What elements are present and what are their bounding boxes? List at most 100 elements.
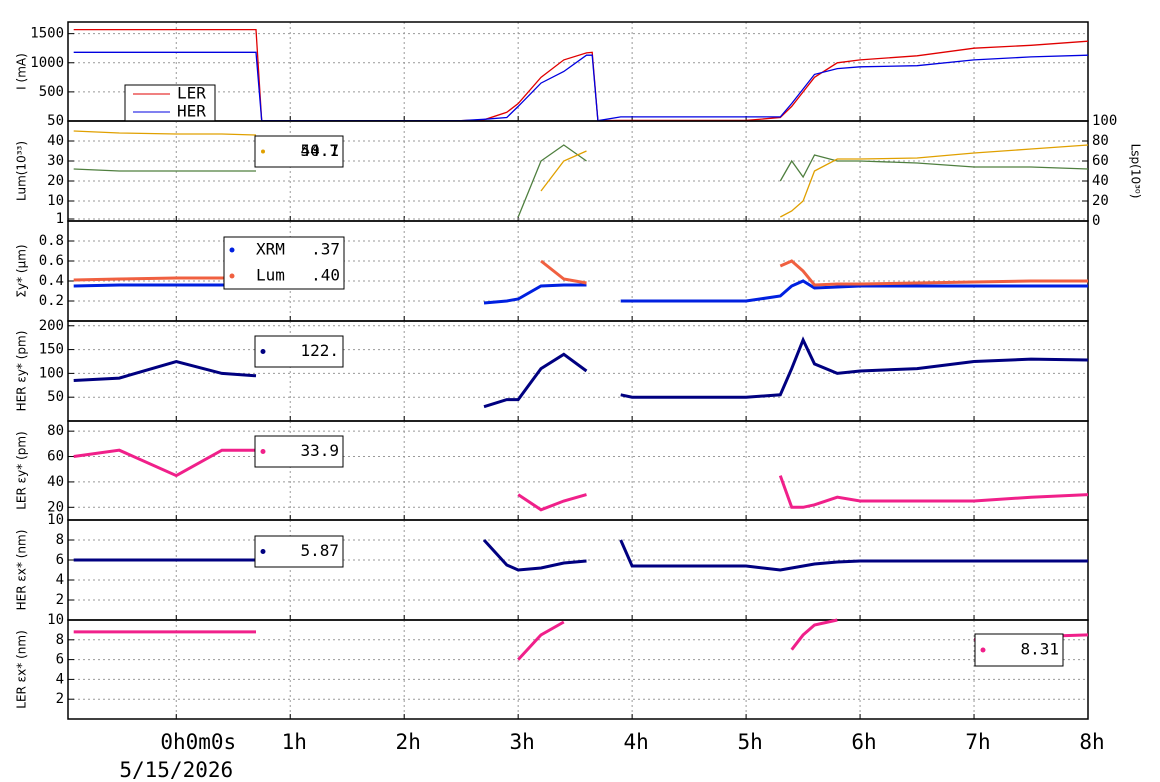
legend-label: HER: [177, 102, 206, 121]
legend-label: LER: [177, 84, 206, 103]
x-tick-label: 6h: [851, 730, 876, 754]
legend-marker: [980, 647, 986, 653]
series-line: [73, 448, 1089, 512]
series-line: [73, 130, 1089, 218]
y-axis-label: LER εy* (pm): [15, 431, 29, 510]
y-tick-label: 150: [39, 342, 64, 358]
y-tick-label: 40: [47, 474, 64, 490]
legend-value: .40: [311, 266, 340, 285]
y-tick-label: 8: [56, 632, 64, 648]
y-tick-label: 40: [47, 133, 64, 149]
legend-value: 44.1: [300, 141, 339, 160]
x-tick-label: 8h: [1079, 730, 1104, 754]
x-tick-label: 4h: [623, 730, 648, 754]
x-tick-label: 5h: [737, 730, 762, 754]
legend: XRM .37 Lum .40: [223, 236, 345, 290]
y-tick-label: 20: [47, 499, 64, 515]
legend-value: 8.31: [1020, 640, 1059, 659]
legend-marker: [261, 149, 265, 154]
y-tick-label: 50: [47, 389, 64, 405]
y-tick-label: 2: [56, 592, 64, 608]
legend-box: [254, 435, 344, 468]
legend-box: [254, 135, 344, 168]
legend-marker: [229, 247, 235, 253]
y-tick-label: 10: [47, 193, 64, 209]
y-tick-label: 0.6: [39, 253, 64, 269]
y-tick-label: 6: [56, 652, 64, 668]
y2-tick-label: 40: [1092, 173, 1109, 189]
plot-frame: [67, 220, 1089, 322]
y-tick-label: 1000: [30, 55, 64, 71]
legend-box: [974, 633, 1064, 667]
y-tick-label: 8: [56, 532, 64, 548]
legend: 5.87: [254, 535, 344, 568]
y-axis-label: Lum(10³³): [15, 141, 29, 201]
legend: 122.: [254, 335, 344, 368]
y-tick-label: 10: [47, 612, 64, 628]
y-tick-label: 500: [39, 84, 64, 100]
y-axis-label: Σy* (µm): [15, 244, 29, 297]
y-tick-label: 1500: [30, 26, 64, 42]
y-axis-label: HER εy* (pm): [15, 331, 29, 412]
y2-tick-label: 0: [1092, 213, 1100, 229]
legend-marker: [260, 449, 266, 454]
legend-box: [124, 84, 216, 122]
series-line: [73, 336, 1089, 409]
series-line: [73, 538, 1088, 572]
y-tick-label: 1: [56, 211, 64, 227]
x-sublabel: 5/15/2026: [119, 758, 233, 782]
y2-tick-label: 100: [1092, 113, 1117, 129]
legend-value: 5.87: [300, 541, 339, 560]
y-tick-label: 0.8: [39, 233, 64, 249]
legend-value: .37: [311, 240, 340, 259]
y2-tick-label: 20: [1092, 193, 1109, 209]
y2-tick-label: 60: [1092, 153, 1109, 169]
series-line: [73, 618, 1089, 661]
y-tick-label: 60: [47, 449, 64, 465]
y-tick-label: 2: [56, 691, 64, 707]
y-tick-label: 0.2: [39, 293, 64, 309]
legend-value: 122.: [300, 341, 339, 360]
y-tick-label: 0.4: [39, 273, 64, 289]
y-tick-label: 4: [56, 671, 64, 687]
legend-label: XRM: [256, 240, 285, 259]
series-line: [73, 144, 1089, 218]
y-tick-label: 30: [47, 153, 64, 169]
y2-tick-label: 80: [1092, 133, 1109, 149]
plot-frame: [67, 619, 1089, 720]
y-tick-label: 200: [39, 318, 64, 334]
plot-frame: [67, 519, 1089, 621]
y-tick-label: 6: [56, 552, 64, 568]
y2-axis-label: Lsp(10³⁰): [1129, 144, 1143, 199]
x-tick-label: 0h0m0s: [160, 730, 236, 754]
legend: 33.9: [254, 435, 344, 468]
legend-box: [254, 335, 344, 368]
plot-frame: [67, 21, 1089, 122]
legend-label: Lum: [256, 266, 285, 285]
x-tick-label: 2h: [396, 730, 421, 754]
y-tick-label: 100: [39, 365, 64, 381]
y-tick-label: 20: [47, 173, 64, 189]
y-axis-label: HER εx* (nm): [15, 530, 29, 611]
legend-marker: [229, 273, 235, 279]
x-tick-label: 3h: [510, 730, 535, 754]
legend-marker: [260, 549, 266, 554]
legend-value: 50.7: [300, 141, 339, 160]
y-tick-label: 50: [47, 113, 64, 129]
legend-value: 33.9: [300, 441, 339, 460]
plot-frame: [67, 420, 1089, 521]
x-tick-label: 7h: [965, 730, 990, 754]
y-axis-label: LER εx* (nm): [15, 630, 29, 708]
series-line: [73, 28, 1089, 122]
plot-frame: [67, 320, 1089, 422]
legend-box: [254, 535, 344, 568]
y-axis-label: I (mA): [15, 53, 29, 90]
legend: 8.31: [974, 633, 1064, 667]
y-tick-label: 10: [47, 512, 64, 528]
x-tick-label: 1h: [282, 730, 307, 754]
legend-box: [223, 236, 345, 290]
series-line: [73, 51, 1089, 122]
legend: 50.744.1: [254, 135, 344, 168]
